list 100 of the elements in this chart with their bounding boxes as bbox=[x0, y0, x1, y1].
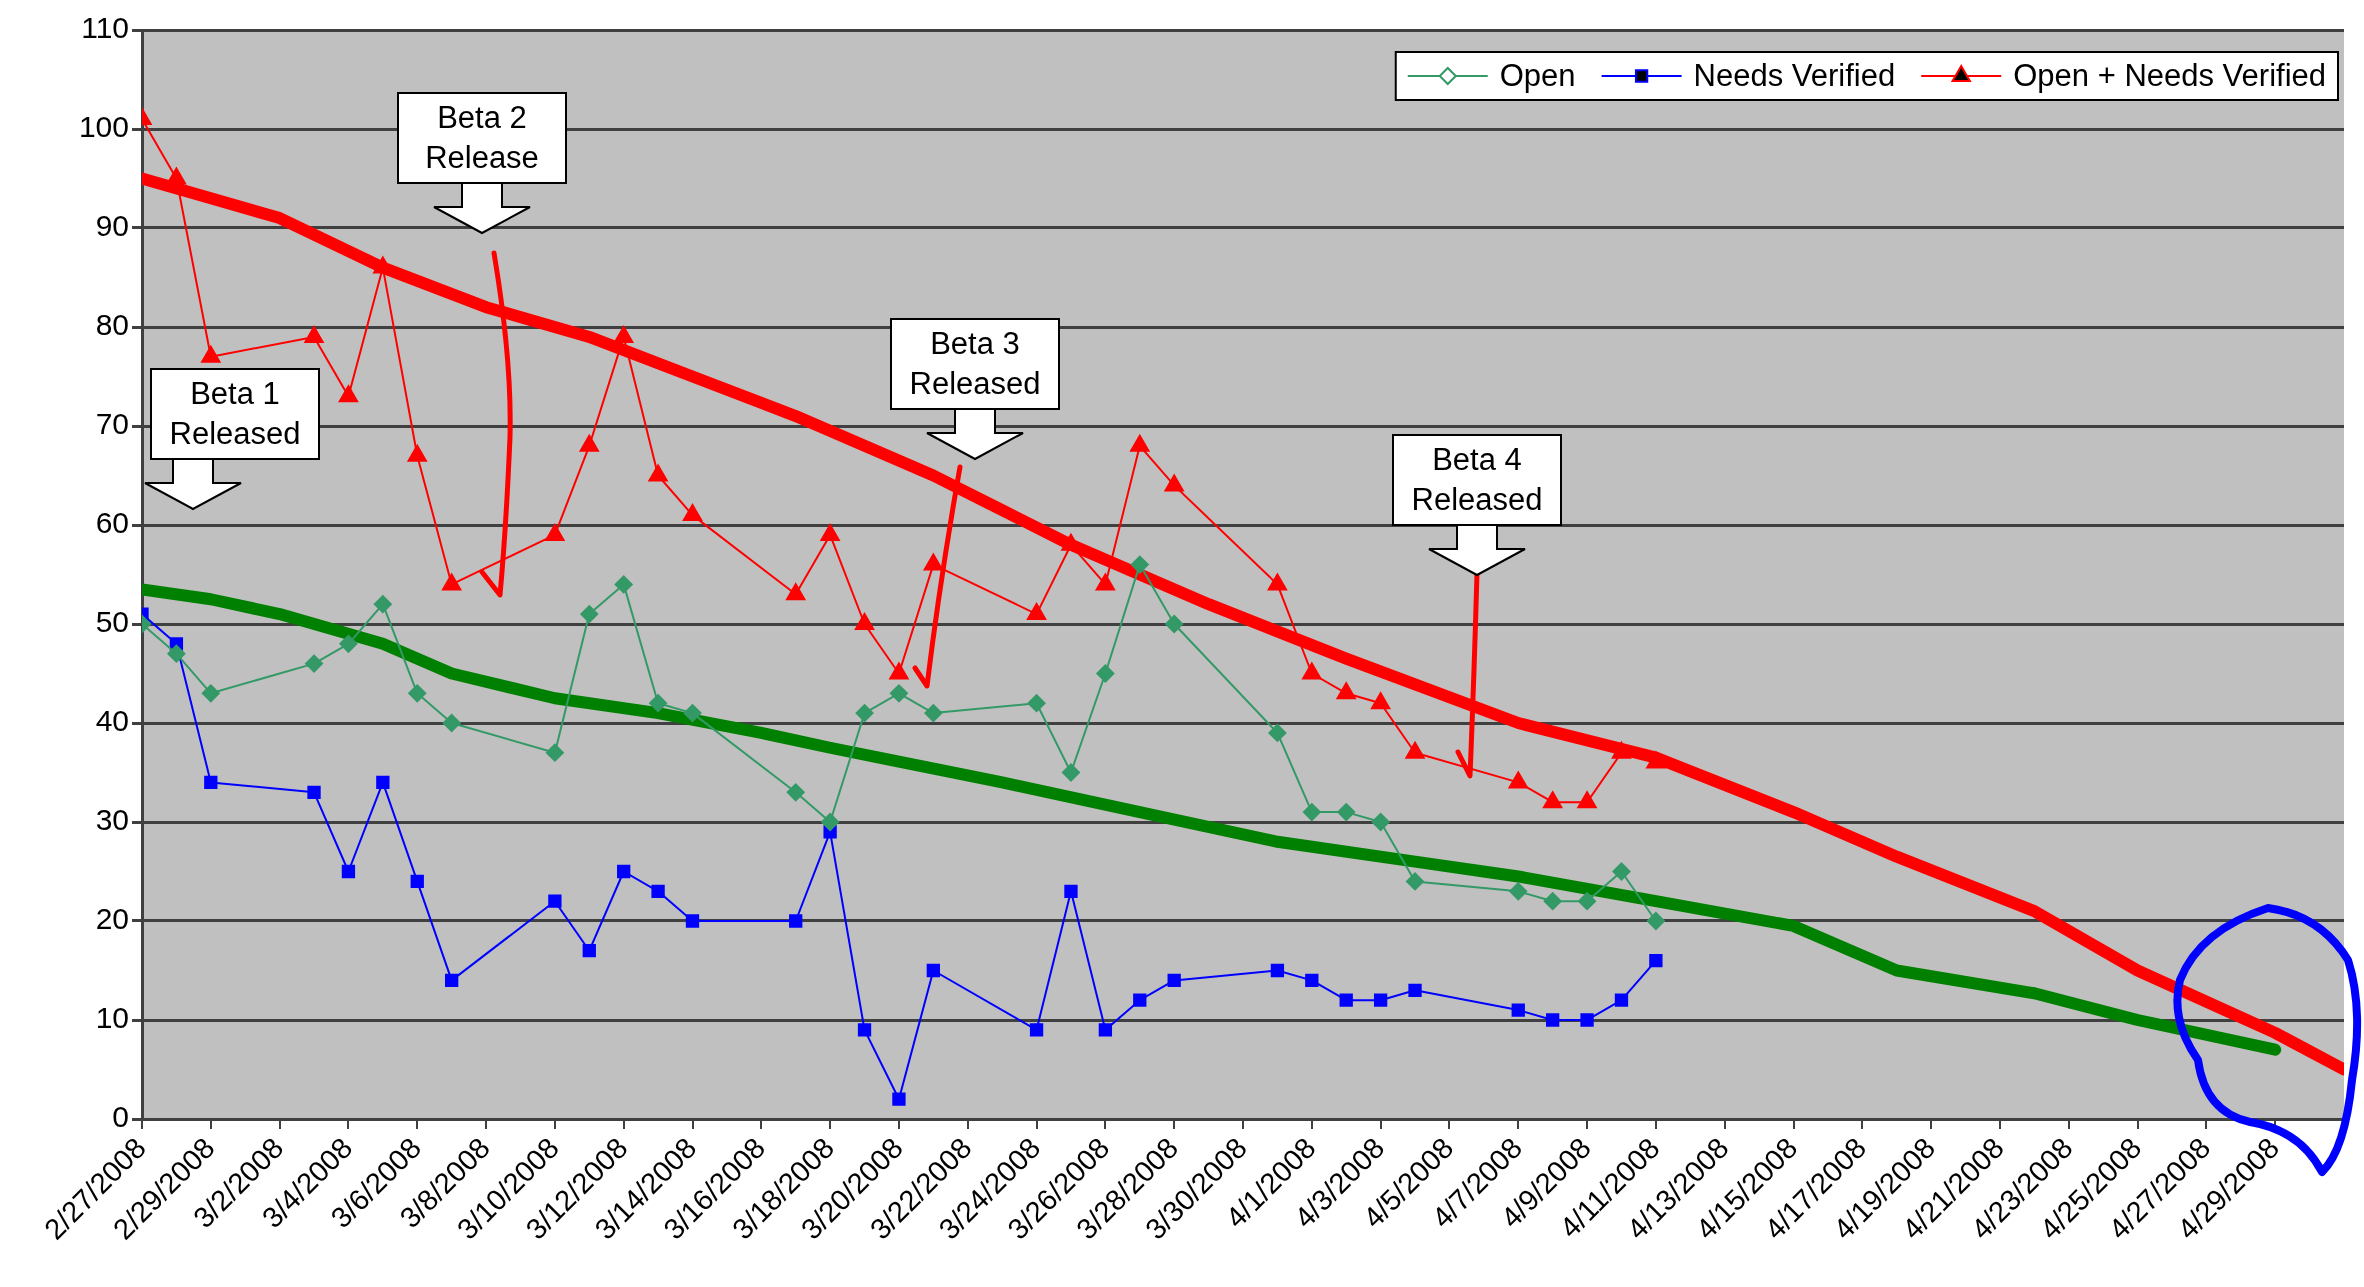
y-tick-label: 80 bbox=[95, 308, 129, 342]
point bbox=[1096, 664, 1115, 683]
point bbox=[786, 783, 805, 802]
point bbox=[1029, 1023, 1044, 1037]
y-tick-label: 20 bbox=[95, 902, 129, 936]
point bbox=[445, 973, 459, 988]
point bbox=[1406, 872, 1425, 891]
point bbox=[614, 325, 634, 343]
point bbox=[1408, 983, 1422, 997]
point bbox=[307, 785, 321, 799]
point bbox=[1614, 993, 1629, 1007]
point bbox=[1339, 993, 1353, 1007]
point bbox=[820, 523, 840, 541]
point bbox=[889, 662, 909, 680]
point bbox=[442, 714, 461, 732]
point bbox=[855, 704, 874, 723]
point bbox=[1268, 723, 1287, 742]
point bbox=[821, 813, 840, 831]
point bbox=[204, 775, 218, 790]
annotation: Beta 4 Released bbox=[1392, 434, 1562, 526]
point bbox=[1305, 973, 1319, 988]
point bbox=[376, 775, 390, 790]
point bbox=[545, 523, 565, 541]
point bbox=[1580, 1013, 1594, 1027]
point bbox=[786, 583, 806, 601]
point bbox=[614, 575, 633, 594]
point bbox=[648, 464, 668, 482]
point bbox=[1508, 771, 1528, 789]
point bbox=[1543, 791, 1563, 809]
point bbox=[1578, 892, 1597, 911]
y-tick-label: 30 bbox=[95, 803, 129, 837]
point bbox=[892, 1092, 906, 1106]
point bbox=[1026, 603, 1047, 621]
y-tick-label: 0 bbox=[112, 1100, 129, 1134]
point bbox=[1267, 573, 1288, 591]
point bbox=[167, 644, 186, 663]
point bbox=[1133, 993, 1147, 1007]
point bbox=[1370, 692, 1391, 710]
point bbox=[1095, 573, 1116, 591]
point bbox=[924, 704, 943, 723]
point bbox=[338, 385, 359, 403]
y-tick-label: 60 bbox=[95, 506, 129, 540]
annotation: Beta 1 Released bbox=[150, 368, 320, 460]
point bbox=[682, 504, 703, 522]
point bbox=[305, 654, 324, 673]
point bbox=[410, 874, 424, 889]
y-tick-label: 40 bbox=[95, 704, 129, 738]
legend-label: Open bbox=[1499, 57, 1576, 93]
point bbox=[201, 345, 221, 363]
legend-label: Needs Verified bbox=[1693, 57, 1896, 93]
point bbox=[1509, 882, 1528, 901]
point bbox=[1336, 682, 1356, 700]
point bbox=[407, 444, 427, 462]
point bbox=[373, 595, 392, 614]
annotation: Beta 3 Released bbox=[890, 318, 1060, 410]
point bbox=[617, 864, 631, 879]
point bbox=[1546, 1013, 1560, 1027]
y-tick-label: 50 bbox=[95, 605, 129, 639]
point bbox=[1130, 555, 1149, 574]
point bbox=[1646, 912, 1665, 930]
y-tick-label: 110 bbox=[81, 11, 129, 45]
point bbox=[857, 1023, 872, 1037]
point bbox=[1646, 751, 1666, 769]
point bbox=[408, 684, 427, 703]
point bbox=[1027, 694, 1046, 713]
point bbox=[580, 605, 599, 624]
point bbox=[1302, 662, 1322, 680]
point bbox=[926, 963, 940, 978]
legend-label: Open + Needs Verified bbox=[2013, 57, 2327, 93]
point bbox=[651, 884, 665, 898]
y-tick-label: 100 bbox=[78, 110, 129, 144]
y-tick-label: 90 bbox=[95, 209, 129, 243]
point bbox=[341, 864, 356, 879]
point bbox=[923, 553, 943, 571]
point bbox=[442, 573, 462, 591]
point bbox=[201, 684, 220, 703]
point bbox=[1164, 474, 1184, 492]
point bbox=[1064, 884, 1078, 898]
point bbox=[1373, 993, 1388, 1007]
point bbox=[166, 167, 187, 185]
point bbox=[548, 894, 562, 908]
point bbox=[1098, 1023, 1113, 1037]
point bbox=[1302, 803, 1321, 822]
point bbox=[1649, 953, 1663, 968]
y-tick-label: 10 bbox=[95, 1001, 129, 1035]
point bbox=[1130, 434, 1150, 452]
point bbox=[1405, 741, 1425, 759]
point bbox=[304, 325, 324, 343]
point bbox=[1371, 813, 1390, 831]
point bbox=[545, 743, 564, 762]
point bbox=[1165, 615, 1184, 633]
point bbox=[889, 684, 908, 703]
point bbox=[1337, 803, 1356, 822]
point bbox=[579, 434, 599, 452]
annotation: Beta 2 Release bbox=[397, 92, 567, 184]
point bbox=[685, 914, 700, 928]
point bbox=[1167, 973, 1181, 988]
point bbox=[789, 914, 803, 928]
point bbox=[1511, 1003, 1525, 1017]
point bbox=[1612, 862, 1631, 881]
